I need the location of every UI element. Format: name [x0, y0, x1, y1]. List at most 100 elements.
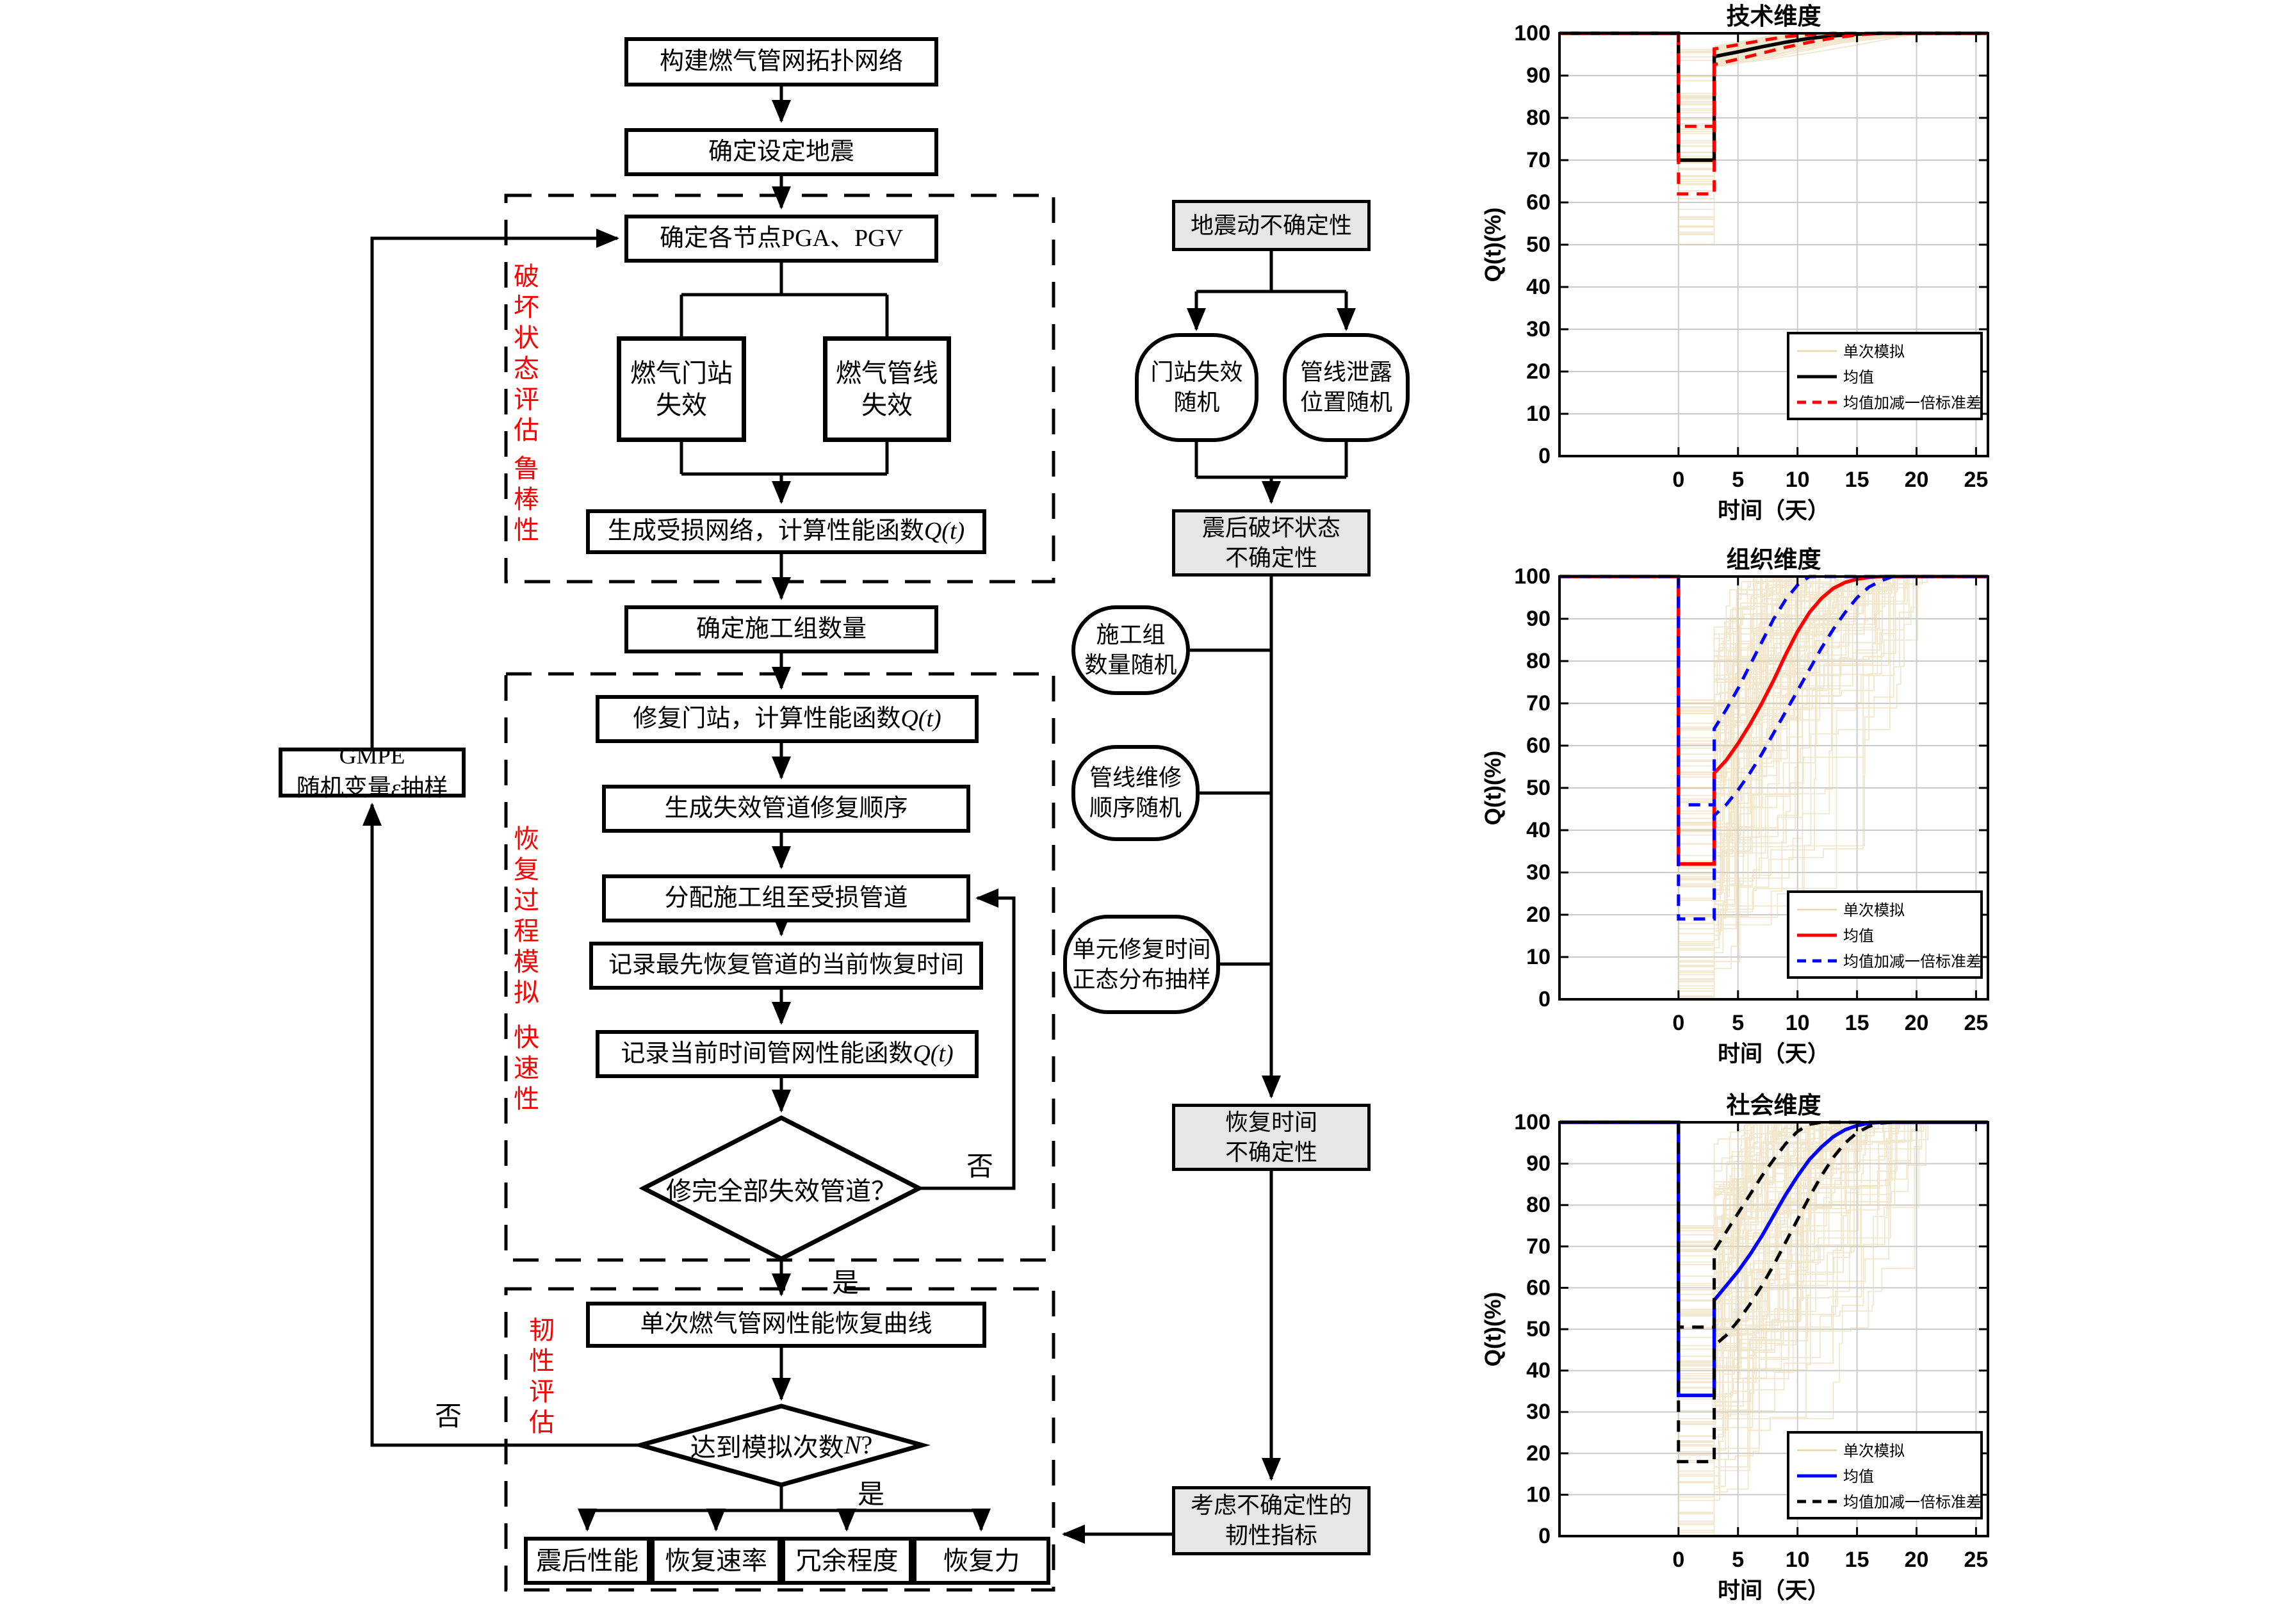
box-resilience-index-uncertainty: 考虑不确定性的 韧性指标	[1172, 1486, 1371, 1555]
box-topology: 构建燃气管网拓扑网络	[624, 37, 938, 86]
y-tick-label: 50	[1526, 233, 1551, 257]
y-tick-label: 10	[1526, 1482, 1551, 1507]
side-label-damage-assessment: 破坏状态评估	[510, 263, 539, 447]
box-crew-count: 确定施工组数量	[624, 605, 938, 653]
y-axis-label: Q(t)(%)	[1481, 208, 1506, 282]
flowchart-connectors	[362, 86, 1356, 1592]
y-tick-label: 0	[1538, 444, 1551, 468]
legend-label: 均值加减一倍标准差	[1843, 1494, 1982, 1511]
side-label-robustness: 鲁棒性	[510, 455, 539, 547]
edge-label-no-n: 否	[434, 1402, 462, 1432]
y-tick-label: 30	[1526, 317, 1551, 341]
y-tick-label: 50	[1526, 1317, 1551, 1341]
y-tick-label: 20	[1526, 359, 1551, 384]
y-tick-label: 60	[1526, 190, 1551, 215]
std-band-line	[1559, 1120, 1988, 1329]
chart-title: 组织维度	[1727, 546, 1821, 573]
y-tick-label: 60	[1526, 733, 1551, 758]
y-tick-label: 10	[1526, 945, 1551, 969]
diamond-all-repaired	[639, 1115, 924, 1261]
y-tick-label: 20	[1526, 1441, 1551, 1466]
x-tick-label: 15	[1845, 1548, 1869, 1572]
y-tick-label: 60	[1526, 1275, 1551, 1300]
chart-title: 技术维度	[1727, 3, 1821, 29]
y-tick-label: 100	[1514, 21, 1551, 45]
box-damaged-network: 生成受损网络，计算性能函数 Q(t)	[586, 509, 986, 554]
y-tick-label: 10	[1526, 402, 1551, 426]
y-tick-label: 0	[1538, 1524, 1551, 1548]
x-tick-label: 0	[1672, 1548, 1684, 1572]
x-tick-label: 25	[1964, 1548, 1989, 1572]
y-tick-label: 50	[1526, 776, 1551, 800]
box-recovery-time-uncertainty: 恢复时间 不确定性	[1172, 1104, 1371, 1171]
legend-label: 单次模拟	[1843, 902, 1905, 919]
legend-label: 均值	[1843, 928, 1874, 945]
x-axis-label: 时间（天）	[1718, 1042, 1830, 1067]
x-tick-label: 15	[1845, 1011, 1869, 1035]
y-tick-label: 30	[1526, 860, 1551, 885]
x-tick-label: 20	[1905, 1011, 1929, 1035]
box-gate-random: 门站失效随机	[1135, 333, 1258, 442]
box-recovery-rate: 恢复速率	[651, 1537, 781, 1585]
box-order-random: 管线维修 顺序随机	[1071, 745, 1200, 841]
y-tick-label: 40	[1526, 818, 1551, 842]
x-tick-label: 0	[1672, 468, 1684, 492]
legend-label: 单次模拟	[1843, 1443, 1905, 1460]
edge-label-yes-n: 是	[857, 1480, 884, 1510]
box-repair-time-sampling: 单元修复时间 正态分布抽样	[1063, 915, 1220, 1014]
x-tick-label: 5	[1732, 468, 1744, 492]
x-axis-label: 时间（天）	[1718, 1578, 1830, 1603]
chart-technical: 0 5 10 15 20 25 0 10 20 30 40 50 60 70 80 90 100 技术维度 Q(t)…	[1481, 3, 1989, 523]
diamond-reach-n-label: 达到模拟次数 N?	[690, 1430, 873, 1462]
box-pga-pgv: 确定各节点PGA、PGV	[624, 215, 938, 263]
y-tick-label: 80	[1526, 106, 1551, 130]
box-post-damage-uncertainty: 震后破坏状态 不确定性	[1172, 509, 1371, 577]
chart-social: 0 5 10 15 20 25 0 10 20 30 40 50 60 70 80 90 100 社会维度 Q(t)…	[1481, 1092, 1989, 1603]
std-band-line	[1559, 1120, 1988, 1464]
edge-label-no-repair: 否	[966, 1152, 993, 1182]
x-tick-label: 10	[1786, 1548, 1810, 1572]
legend-label: 均值加减一倍标准差	[1843, 953, 1982, 970]
y-tick-label: 20	[1526, 903, 1551, 927]
box-gmpe-sampling: GMPE 随机变量ε抽样	[279, 743, 466, 801]
box-repair-gate: 修复门站，计算性能函数 Q(t)	[596, 695, 979, 743]
box-leak-random: 管线泄露位置随机	[1283, 333, 1410, 442]
y-tick-label: 100	[1514, 1110, 1551, 1134]
x-axis-label: 时间（天）	[1718, 498, 1830, 523]
y-tick-label: 40	[1526, 275, 1551, 299]
diamond-reach-n	[631, 1404, 931, 1487]
x-tick-label: 10	[1786, 468, 1810, 492]
std-band-line	[1559, 31, 1988, 196]
box-ground-motion-uncertainty: 地震动不确定性	[1172, 200, 1371, 251]
x-tick-label: 0	[1672, 1011, 1684, 1035]
y-tick-label: 80	[1526, 1193, 1551, 1217]
x-tick-label: 5	[1732, 1548, 1744, 1572]
x-tick-label: 25	[1964, 468, 1989, 492]
legend-label: 单次模拟	[1843, 343, 1905, 361]
x-tick-label: 5	[1732, 1011, 1744, 1035]
x-tick-label: 20	[1905, 1548, 1929, 1572]
y-tick-label: 90	[1526, 1152, 1551, 1176]
box-post-quake-performance: 震后性能	[524, 1537, 651, 1585]
box-resilience: 恢复力	[913, 1537, 1050, 1585]
y-tick-label: 90	[1526, 607, 1551, 631]
box-gate-failure: 燃气门站 失效	[617, 336, 746, 442]
x-tick-label: 20	[1905, 468, 1929, 492]
chart-organizational: 0 5 10 15 20 25 0 10 20 30 40 50 60 70 80 90 100 组织维度 Q(t)…	[1481, 546, 1989, 1067]
box-record-time: 记录最先恢复管道的当前恢复时间	[589, 942, 983, 990]
y-tick-label: 70	[1526, 691, 1551, 716]
y-tick-label: 0	[1538, 987, 1551, 1011]
box-pipeline-failure: 燃气管线 失效	[823, 336, 951, 442]
legend-label: 均值加减一倍标准差	[1843, 395, 1982, 412]
box-redundancy: 冗余程度	[781, 1537, 913, 1585]
diamond-all-repaired-label: 修完全部失效管道？	[666, 1176, 897, 1206]
y-tick-label: 100	[1514, 564, 1551, 589]
box-repair-order: 生成失效管道修复顺序	[602, 785, 970, 833]
side-label-resilience-assessment: 韧性评估	[525, 1316, 554, 1439]
chart-title: 社会维度	[1727, 1092, 1821, 1118]
x-tick-label: 25	[1964, 1011, 1989, 1035]
